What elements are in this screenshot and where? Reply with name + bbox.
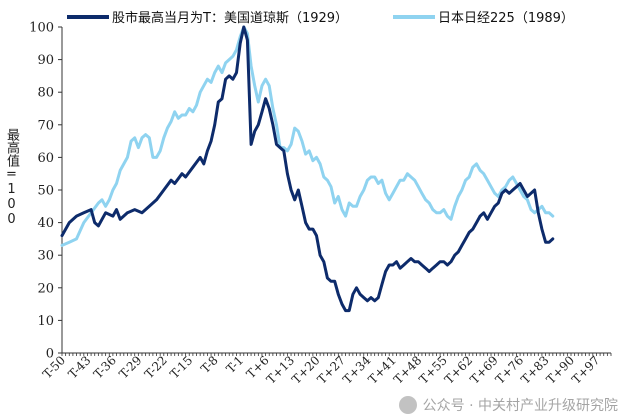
y-tick-labels: 0 10 20 30 40 50 60 70 80 90 100 xyxy=(29,21,62,362)
x-tick-label: T+76 xyxy=(493,353,526,386)
x-tick-label: T+83 xyxy=(518,353,551,386)
x-tick-label: T+97 xyxy=(569,353,602,386)
y-axis-label: 最高值=100 xyxy=(4,128,19,227)
x-tick-labels: T-50T-43T-36T-29T-22T-15 T-8 T-1T+6T+13T+2… xyxy=(40,353,612,387)
x-tick-label: T-22 xyxy=(142,353,170,381)
watermark: 公众号 · 中关村产业升级研究院 xyxy=(398,395,618,415)
y-tick-label: 10 xyxy=(37,314,54,329)
x-tick-label: T+27 xyxy=(315,353,348,386)
y-tick-label: 90 xyxy=(37,53,54,68)
legend: 股市最高当月为T：美国道琼斯（1929） 日本日经225（1989） xyxy=(67,10,574,26)
legend-label-nikkei: 日本日经225（1989） xyxy=(438,11,574,26)
x-tick-label: T-50 xyxy=(40,353,68,381)
x-tick-label: T+55 xyxy=(416,353,449,386)
y-tick-label: 70 xyxy=(37,118,54,133)
y-tick-label: 100 xyxy=(29,21,54,36)
x-tick-label: T+69 xyxy=(467,353,500,386)
x-tick-label: T-1 xyxy=(224,353,247,376)
y-tick-label: 50 xyxy=(37,184,54,199)
watermark-text: 公众号 · 中关村产业升级研究院 xyxy=(422,398,618,414)
series-lines xyxy=(60,25,555,313)
x-tick-label: T-29 xyxy=(116,353,144,381)
y-tick-label: 30 xyxy=(37,249,54,264)
wechat-icon xyxy=(398,396,417,414)
y-tick-label: 40 xyxy=(37,216,54,231)
x-tick-label: T-15 xyxy=(167,353,195,381)
legend-label-dow: 股市最高当月为T：美国道琼斯（1929） xyxy=(112,10,348,26)
series-line-nikkei xyxy=(60,25,555,247)
x-tick-label: T+13 xyxy=(264,353,297,386)
series-line-dow xyxy=(60,25,555,313)
x-tick-label: T-43 xyxy=(65,353,93,381)
y-tick-label: 20 xyxy=(37,281,54,296)
x-tick-label: T+34 xyxy=(340,353,374,387)
x-tick-label: T-36 xyxy=(91,353,119,381)
x-tick-label: T+48 xyxy=(391,353,424,386)
x-tick-label: T+90 xyxy=(544,353,577,386)
x-tick-label: T-8 xyxy=(198,353,221,376)
x-tick-label: T+20 xyxy=(289,353,322,386)
axes xyxy=(61,27,611,354)
y-tick-label: 80 xyxy=(37,86,54,101)
x-tick-label: T+62 xyxy=(442,353,475,386)
y-tick-label: 60 xyxy=(37,151,54,166)
y-tick-label: 0 xyxy=(46,347,54,362)
x-tick-label: T+41 xyxy=(366,353,399,386)
